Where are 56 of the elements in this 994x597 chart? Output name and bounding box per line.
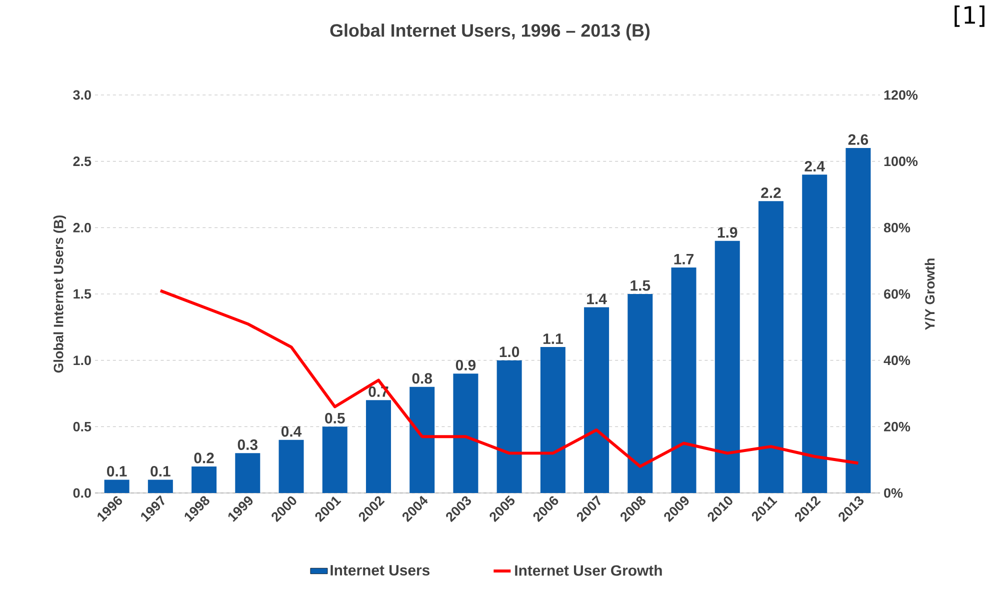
- data-label: 2.2: [761, 187, 781, 198]
- data-label: 0.2: [194, 452, 214, 464]
- bar: [410, 386, 435, 493]
- bar: [496, 360, 522, 493]
- bar: [802, 174, 828, 493]
- data-label: 0.1: [107, 466, 127, 477]
- bar: [758, 201, 784, 493]
- y-tick-label: 2.0: [73, 222, 91, 232]
- line-series: [158, 289, 860, 468]
- legend-label: Internet User Growth: [515, 564, 662, 576]
- y-tick-label: 1.5: [74, 289, 92, 299]
- data-label: 1.5: [630, 280, 650, 291]
- bar: [671, 267, 696, 493]
- bar: [192, 466, 217, 493]
- data-label: 2.6: [848, 134, 868, 145]
- y-tick-label: 0.0: [73, 488, 91, 498]
- text: [1]: [954, 6, 984, 27]
- data-label: 0.8: [412, 373, 432, 384]
- y2-tick-label: 100%: [884, 156, 918, 166]
- data-label: 1.0: [500, 346, 520, 358]
- bar: [148, 480, 173, 493]
- data-label: 1.7: [674, 254, 694, 264]
- bar: [584, 307, 610, 493]
- data-label: 1.1: [543, 334, 563, 344]
- bar: [540, 347, 566, 493]
- data-label: 1.9: [718, 227, 738, 238]
- data-label: 0.3: [238, 439, 258, 450]
- data-label: 2.4: [804, 160, 825, 172]
- bar: [235, 453, 260, 493]
- y-axis-title: Global Internet Users (B): [53, 215, 66, 373]
- bar: [714, 240, 740, 493]
- y-tick-label: 3.0: [73, 90, 91, 100]
- bar: [453, 374, 478, 493]
- y-tick-label: 2.5: [73, 156, 92, 166]
- bar: [278, 440, 304, 493]
- bar: [104, 480, 130, 493]
- data-label: 0.9: [456, 360, 476, 370]
- legend-label: Internet Users: [330, 565, 430, 576]
- y2-tick-label: 40%: [884, 356, 910, 366]
- y2-tick-label: 120%: [884, 90, 918, 100]
- y-tick-label: 0.5: [73, 422, 92, 432]
- bar: [322, 426, 348, 493]
- chart-title: Global Internet Users, 1996 – 2013 (B): [330, 24, 650, 40]
- y2-tick-label: 80%: [884, 222, 910, 232]
- bar: [846, 148, 871, 493]
- data-label: 1.4: [587, 294, 607, 304]
- bar: [366, 400, 391, 493]
- y2-tick-label: 20%: [884, 422, 910, 432]
- y-tick-label: 1.0: [74, 356, 91, 366]
- data-label: 0.1: [150, 466, 170, 477]
- data-label: 0.4: [281, 426, 302, 437]
- data-label: 0.5: [325, 412, 345, 424]
- y2-axis-title: Y/Y Growth: [924, 258, 935, 330]
- y2-tick-label: 60%: [884, 289, 910, 299]
- bar: [628, 294, 653, 493]
- y2-tick-label: 0%: [884, 488, 903, 498]
